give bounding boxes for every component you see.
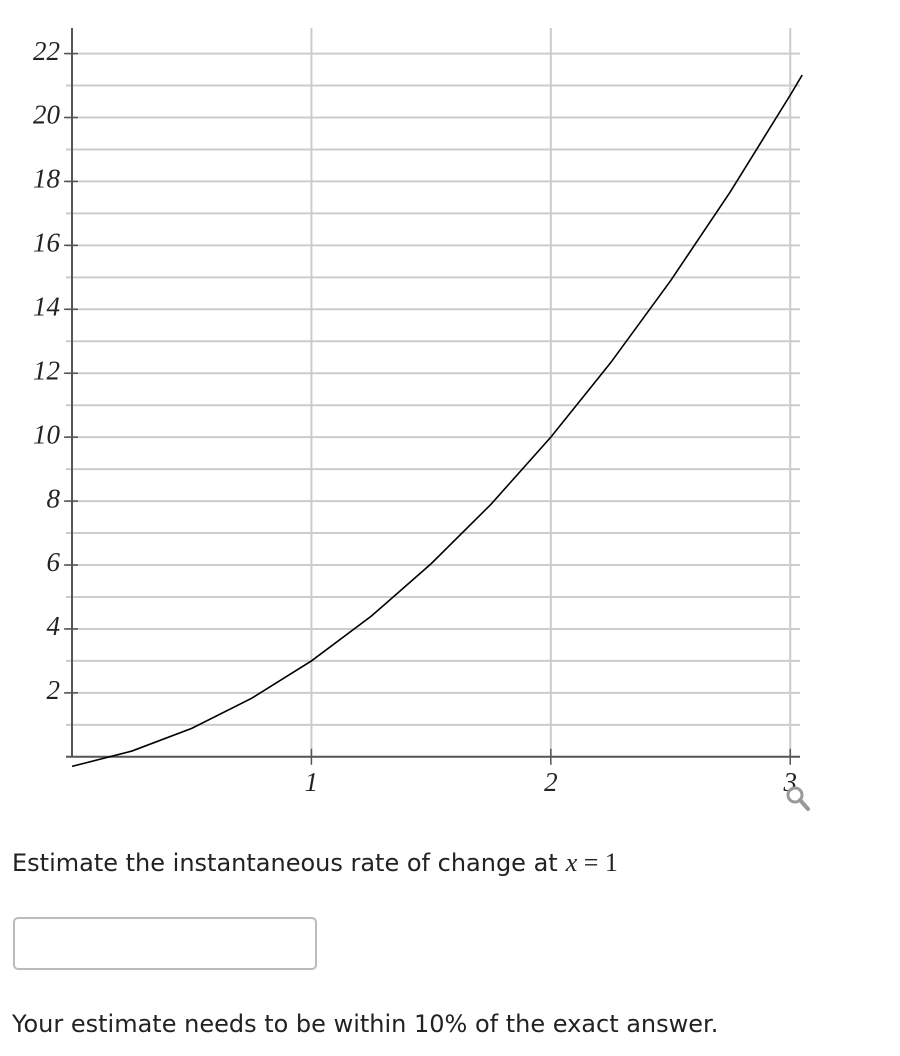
y-tick-label: 16 bbox=[33, 228, 61, 258]
math: x = 1 bbox=[566, 848, 618, 877]
math-relation: = 1 bbox=[583, 848, 618, 877]
y-tick-label: 12 bbox=[33, 355, 60, 385]
note: Your estimate needs to be within 10% of … bbox=[12, 1010, 719, 1038]
y-tick-label: 20 bbox=[33, 100, 61, 130]
y-tick-label: 2 bbox=[47, 675, 61, 705]
x-tick-label: 2 bbox=[544, 767, 558, 797]
question-text: Estimate the instantaneous rate of chang… bbox=[12, 849, 558, 877]
y-tick-label: 14 bbox=[33, 291, 60, 321]
curve bbox=[71, 74, 803, 768]
y-tick-label: 22 bbox=[33, 36, 60, 66]
y-tick-label: 18 bbox=[33, 164, 61, 194]
y-tick-label: 8 bbox=[47, 483, 61, 513]
math-variable: x bbox=[565, 848, 578, 877]
zoom-icon[interactable] bbox=[786, 786, 810, 811]
x-tick-label: 1 bbox=[305, 767, 319, 797]
answer-input[interactable] bbox=[13, 917, 317, 970]
y-tick-label: 10 bbox=[33, 419, 61, 449]
question: Estimate the instantaneous rate of chang… bbox=[12, 848, 618, 878]
y-tick-label: 4 bbox=[47, 611, 61, 641]
y-tick-label: 6 bbox=[47, 547, 61, 577]
